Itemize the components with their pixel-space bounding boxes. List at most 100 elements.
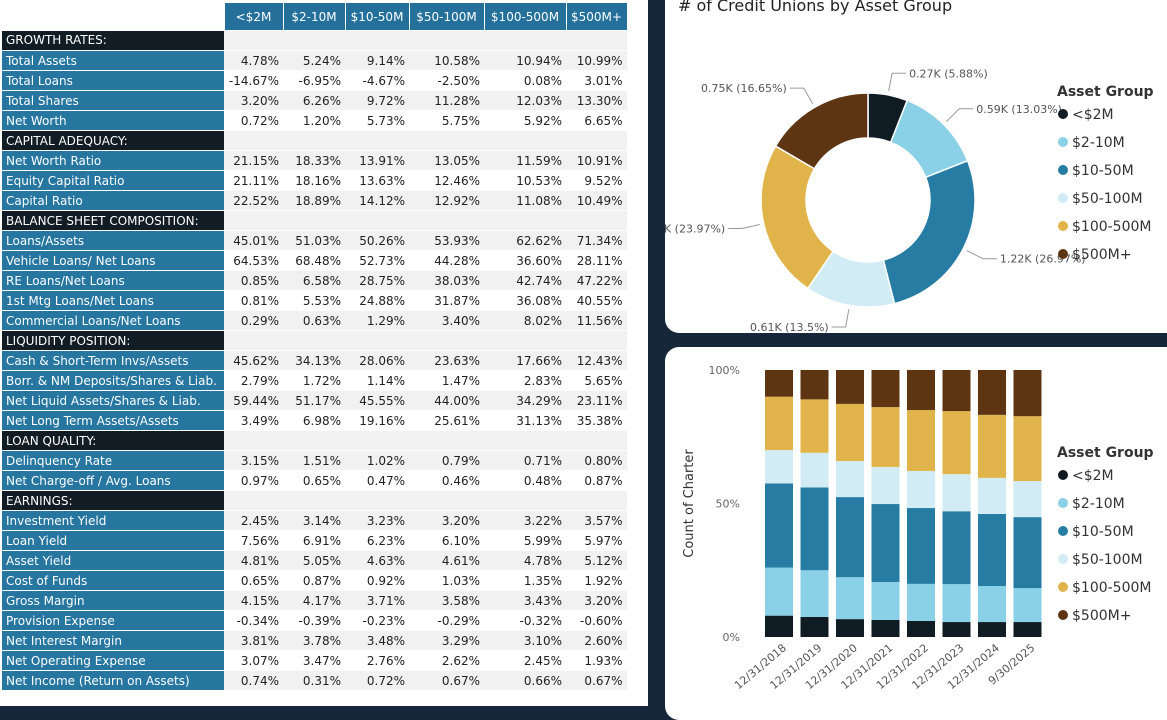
cell-value: 0.65% <box>224 570 283 591</box>
cell-value: 12.03% <box>484 90 566 111</box>
leader-line <box>831 309 850 328</box>
cell-value: 5.97% <box>566 530 627 551</box>
bar-segment <box>942 370 971 412</box>
cell-value: 1.47% <box>409 370 484 391</box>
data-row: Borr. & NM Deposits/Shares & Liab. 2.79% 1… <box>2 370 627 391</box>
cell-value: 35.38% <box>566 410 627 431</box>
cell-value: 5.65% <box>566 370 627 391</box>
column-header: <$2M <box>223 3 283 31</box>
bar-segment <box>907 583 935 621</box>
row-label: Net Operating Expense <box>2 650 224 671</box>
cell-value: 13.05% <box>409 150 484 171</box>
bar-segment <box>1013 370 1042 417</box>
cell-value: 34.13% <box>283 350 345 371</box>
donut-chart: # of Credit Unions by Asset Group 0.27K (… <box>665 0 1154 333</box>
section-fill <box>224 130 627 151</box>
cell-value: 12.43% <box>566 350 627 371</box>
cell-value: 2.60% <box>566 630 627 651</box>
leader-line <box>966 250 997 260</box>
row-label: Gross Margin <box>2 590 224 611</box>
cell-value: -6.95% <box>283 70 345 91</box>
bar-segment <box>871 466 900 505</box>
bar-segment <box>1013 517 1042 589</box>
cell-value: 5.92% <box>484 110 566 131</box>
data-row: Net Income (Return on Assets) 0.74% 0.31% 0… <box>2 670 627 691</box>
cell-value: 10.94% <box>484 50 566 71</box>
data-row: Total Loans -14.67% -6.95% -4.67% -2.50% 0.08… <box>2 70 627 91</box>
cell-value: 47.22% <box>566 270 627 291</box>
cell-value: 3.10% <box>484 630 566 651</box>
bar-segment <box>836 461 864 498</box>
column-header: $100-500M <box>483 3 566 31</box>
cell-value: 0.87% <box>566 470 627 491</box>
cell-value: 0.63% <box>283 310 345 331</box>
legend-swatch <box>1058 610 1068 620</box>
cell-value: 1.03% <box>409 570 484 591</box>
row-label: Loan Yield <box>2 530 224 551</box>
cell-value: 12.46% <box>409 170 484 191</box>
cell-value: 0.80% <box>566 450 627 471</box>
cell-value: 25.61% <box>409 410 484 431</box>
legend-swatch <box>1058 221 1068 231</box>
bar-segment <box>978 513 1006 587</box>
cell-value: 11.08% <box>484 190 566 211</box>
data-row: Net Operating Expense 3.07% 3.47% 2.76% 2.62… <box>2 650 627 671</box>
cell-value: 3.15% <box>224 450 283 471</box>
bar-segment <box>1013 416 1042 482</box>
data-row: Provision Expense -0.34% -0.39% -0.23% -0.29… <box>2 610 627 631</box>
data-row: Loans/Assets 45.01% 51.03% 50.26% 53.93% 62.6… <box>2 230 627 251</box>
bar-chart: 0%50%100%Count of Charter12/31/201812/31… <box>682 364 1154 692</box>
cell-value: 0.97% <box>224 470 283 491</box>
cell-value: -0.23% <box>345 610 409 631</box>
bar-segment <box>800 616 829 637</box>
cell-value: 3.20% <box>409 510 484 531</box>
leader-line <box>789 87 814 104</box>
data-row: 1st Mtg Loans/Net Loans 0.81% 5.53% 24.88% 3… <box>2 290 627 311</box>
cell-value: 62.62% <box>484 230 566 251</box>
data-label: 0.61K (13.5%) <box>750 321 829 333</box>
cell-value: 17.66% <box>484 350 566 371</box>
row-label: Total Loans <box>2 70 224 91</box>
legend-swatch <box>1058 109 1068 119</box>
cell-value: 23.11% <box>566 390 627 411</box>
cell-value: 0.72% <box>345 670 409 691</box>
y-tick-label: 50% <box>716 498 740 511</box>
bar-segment <box>765 396 793 451</box>
y-tick-label: 100% <box>709 364 740 377</box>
bar-card: 0% 50% 100% Count of Charter 12/31/2018 12/31… <box>665 347 1167 720</box>
section-row: GROWTH RATES: <box>2 30 627 51</box>
cell-value: 18.33% <box>283 150 345 171</box>
legend-title: Asset Group <box>1057 84 1154 100</box>
bar-segment <box>907 508 935 584</box>
section-row: BALANCE SHEET COMPOSITION: <box>2 210 627 231</box>
chart-title: # of Credit Unions by Asset Group <box>678 0 952 15</box>
section-row: LOAN QUALITY: <box>2 430 627 451</box>
legend-swatch <box>1058 165 1068 175</box>
metrics-table: <$2M $2-10M $10-50M $50-100M $100-500M $500M+… <box>2 3 627 691</box>
cell-value: 18.89% <box>283 190 345 211</box>
cell-value: 0.66% <box>484 670 566 691</box>
data-row: Delinquency Rate 3.15% 1.51% 1.02% 0.79% 0.71… <box>2 450 627 471</box>
row-label: Net Interest Margin <box>2 630 224 651</box>
legend-swatch <box>1058 470 1068 480</box>
bar-segment <box>907 470 935 509</box>
bar-segment <box>871 407 900 467</box>
bar-segment <box>800 452 829 488</box>
cell-value: 5.53% <box>283 290 345 311</box>
bar-segment <box>978 477 1006 514</box>
cell-value: 12.92% <box>409 190 484 211</box>
cell-value: 3.20% <box>566 590 627 611</box>
data-label: 1.08K (23.97%) <box>665 222 725 235</box>
cell-value: 0.46% <box>409 470 484 491</box>
cell-value: 0.79% <box>409 450 484 471</box>
cell-value: 71.34% <box>566 230 627 251</box>
cell-value: 10.53% <box>484 170 566 191</box>
row-label: RE Loans/Net Loans <box>2 270 224 291</box>
column-header: $500M+ <box>565 3 627 31</box>
section-title: EARNINGS: <box>2 490 224 511</box>
bar-segment <box>942 411 971 475</box>
cell-value: 3.14% <box>283 510 345 531</box>
cell-value: 3.23% <box>345 510 409 531</box>
bar-segment <box>836 619 864 637</box>
cell-value: 11.59% <box>484 150 566 171</box>
